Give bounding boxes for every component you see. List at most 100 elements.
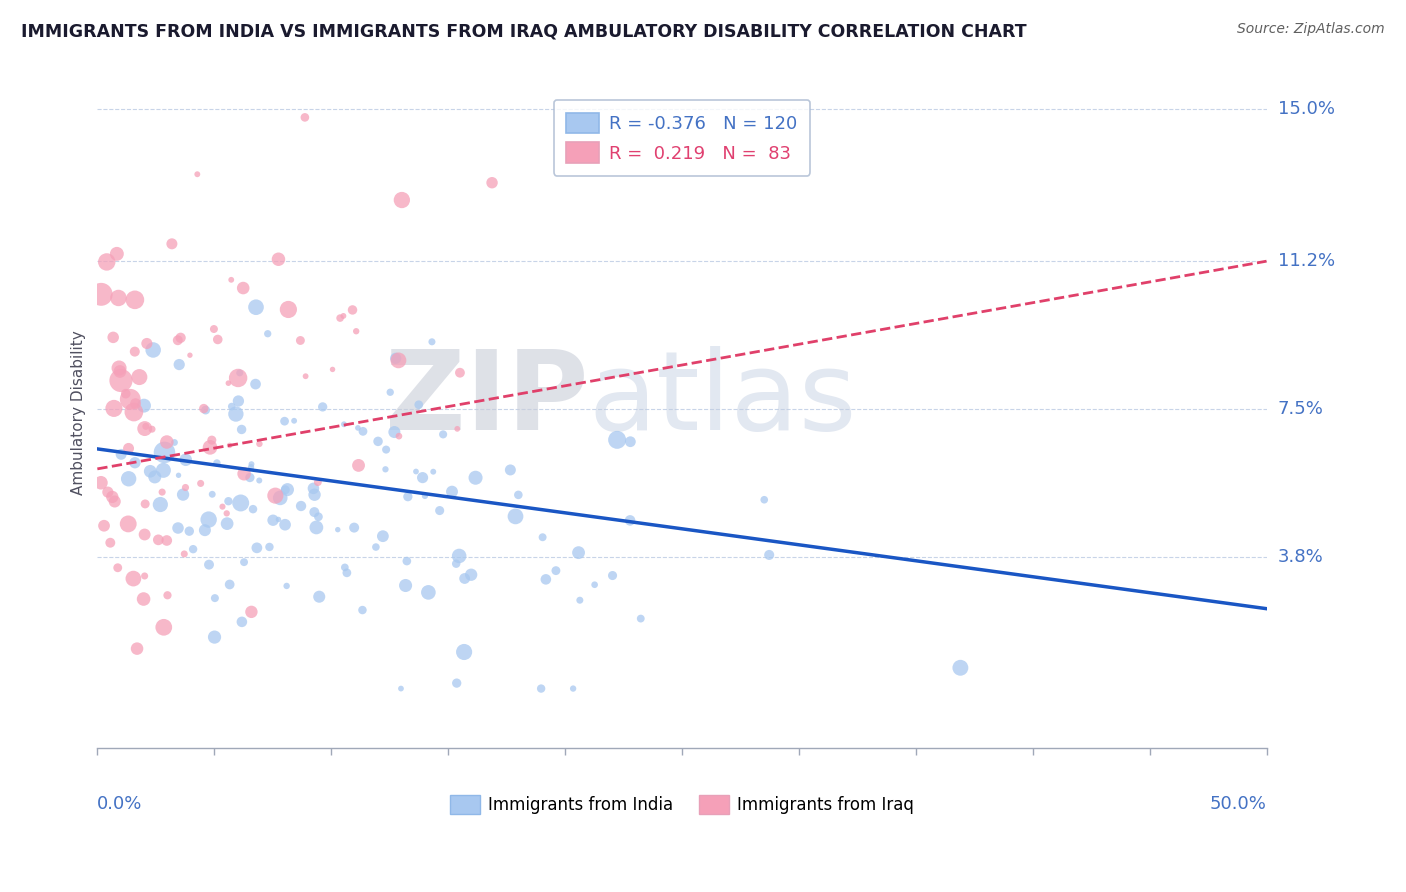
Point xyxy=(449,366,471,380)
Point xyxy=(453,572,475,586)
Point xyxy=(305,520,328,534)
Text: ZIP: ZIP xyxy=(385,346,588,453)
Point xyxy=(394,578,416,592)
Point xyxy=(290,499,312,513)
Point xyxy=(449,549,471,563)
Point xyxy=(267,512,290,526)
Point xyxy=(396,490,419,504)
Point xyxy=(148,533,170,547)
Point xyxy=(117,472,139,486)
Point xyxy=(246,541,269,555)
Point xyxy=(225,407,247,421)
Point xyxy=(342,302,364,317)
Point xyxy=(143,470,166,484)
Point xyxy=(221,400,243,414)
Point xyxy=(240,457,263,471)
Point xyxy=(205,456,228,470)
Point xyxy=(134,421,156,435)
Point xyxy=(283,414,305,428)
Text: 3.8%: 3.8% xyxy=(1278,548,1323,566)
Point xyxy=(163,435,186,450)
Point xyxy=(202,322,225,336)
Point xyxy=(544,564,567,578)
Point xyxy=(160,236,183,251)
Point xyxy=(135,336,157,351)
Point xyxy=(204,630,226,644)
Point xyxy=(534,573,557,587)
Point xyxy=(156,435,179,450)
Point xyxy=(245,300,267,314)
Point xyxy=(167,521,190,535)
Point xyxy=(619,434,641,449)
Point xyxy=(135,419,157,434)
Point xyxy=(418,585,440,599)
Point xyxy=(333,417,356,432)
Point xyxy=(201,433,224,447)
Point xyxy=(344,324,367,338)
Point xyxy=(134,497,156,511)
Point xyxy=(274,517,297,532)
Point xyxy=(108,364,131,378)
Text: 0.0%: 0.0% xyxy=(97,796,143,814)
Point xyxy=(122,572,145,586)
Point xyxy=(308,590,330,604)
Point xyxy=(228,394,250,409)
Point xyxy=(619,513,641,527)
Point xyxy=(166,333,188,347)
Point xyxy=(240,605,263,619)
Point xyxy=(304,505,326,519)
Point xyxy=(531,530,554,544)
Point xyxy=(132,399,155,413)
Point xyxy=(142,343,165,357)
Point xyxy=(156,588,179,602)
Point xyxy=(239,470,262,484)
Point xyxy=(124,397,146,411)
Point xyxy=(329,311,352,326)
Point xyxy=(307,509,329,524)
Point xyxy=(173,547,195,561)
Point xyxy=(460,567,482,582)
Point xyxy=(103,401,125,416)
Point xyxy=(233,555,256,569)
Point xyxy=(389,681,412,696)
Point xyxy=(422,465,444,479)
Point xyxy=(391,193,413,207)
Point xyxy=(269,491,291,505)
Point xyxy=(107,291,129,305)
Point xyxy=(388,429,411,443)
Point xyxy=(294,369,316,384)
Point xyxy=(758,548,780,562)
Point xyxy=(204,591,226,606)
Point xyxy=(343,520,366,534)
Text: 11.2%: 11.2% xyxy=(1278,252,1334,270)
Point xyxy=(150,485,173,500)
Point xyxy=(174,452,197,467)
Point xyxy=(274,483,297,497)
Text: atlas: atlas xyxy=(588,346,856,453)
Point xyxy=(440,484,463,499)
Point xyxy=(117,516,139,531)
Point xyxy=(153,445,176,459)
Point xyxy=(190,476,212,491)
Point xyxy=(464,471,486,485)
Point xyxy=(218,577,240,591)
Point xyxy=(97,485,120,500)
Text: Source: ZipAtlas.com: Source: ZipAtlas.com xyxy=(1237,22,1385,37)
Point xyxy=(217,494,239,508)
Point xyxy=(384,351,406,366)
Point xyxy=(408,398,430,412)
Point xyxy=(508,488,530,502)
Point xyxy=(107,560,129,574)
Point xyxy=(124,456,146,470)
Point xyxy=(193,401,215,416)
Point xyxy=(259,540,281,554)
Point xyxy=(105,247,128,261)
Text: IMMIGRANTS FROM INDIA VS IMMIGRANTS FROM IRAQ AMBULATORY DISABILITY CORRELATION : IMMIGRANTS FROM INDIA VS IMMIGRANTS FROM… xyxy=(21,22,1026,40)
Point xyxy=(110,374,132,388)
Point xyxy=(567,546,589,560)
Point xyxy=(382,425,405,439)
Point xyxy=(232,281,254,295)
Point xyxy=(98,535,121,549)
Point xyxy=(201,487,224,501)
Point xyxy=(242,502,264,516)
